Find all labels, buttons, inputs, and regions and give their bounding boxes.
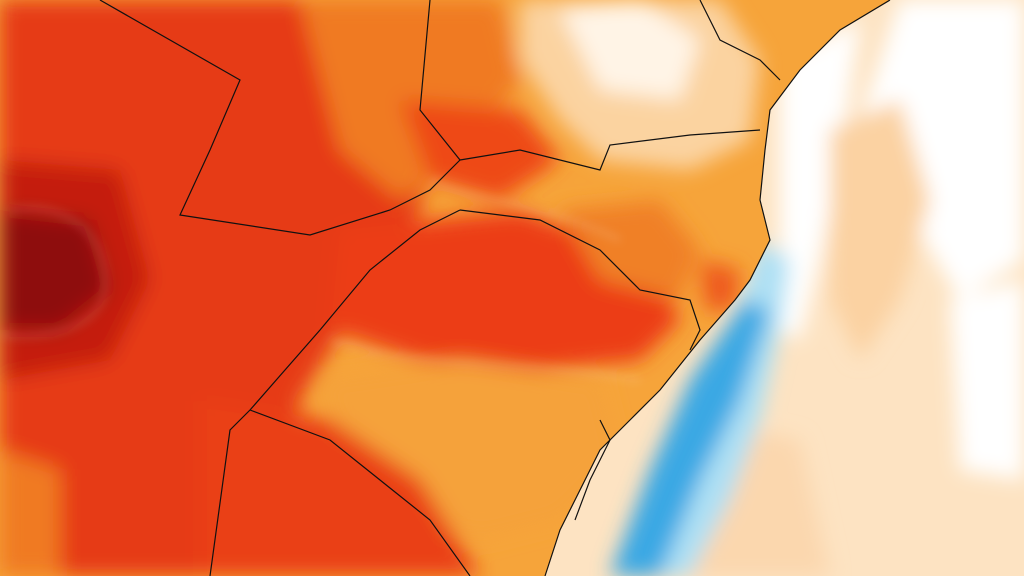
contours (0, 179, 641, 381)
borders (99, 0, 891, 576)
